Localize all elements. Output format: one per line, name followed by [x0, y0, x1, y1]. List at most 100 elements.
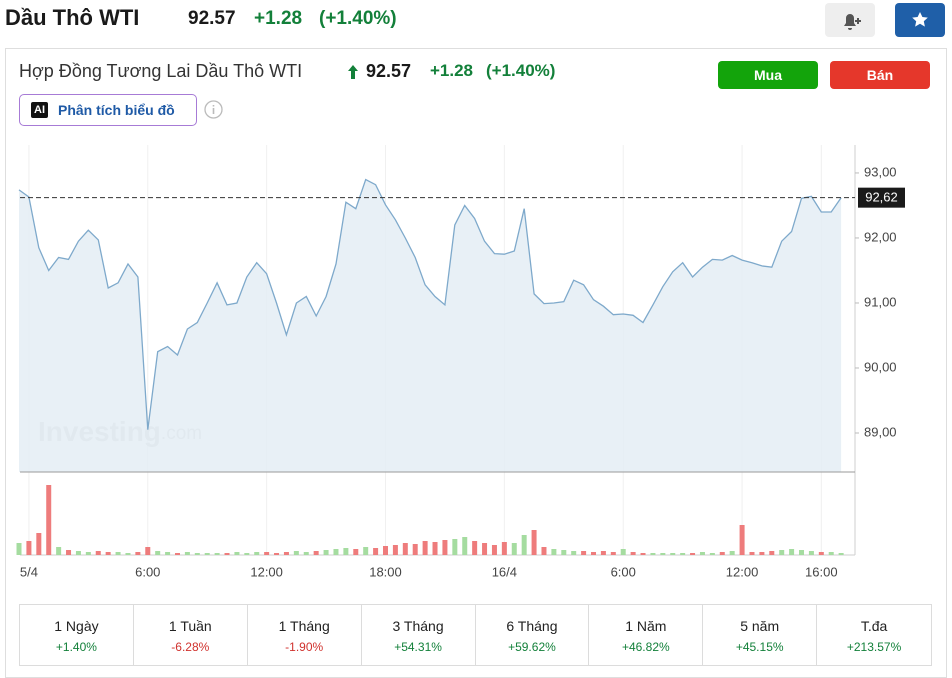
volume-bar [16, 543, 22, 555]
performance-cell[interactable]: T.đa +213.57% [817, 605, 931, 665]
performance-cell[interactable]: 1 Tháng -1.90% [248, 605, 362, 665]
volume-bar [174, 553, 180, 555]
contract-name: Hợp Đồng Tương Lai Dầu Thô WTI [19, 61, 303, 81]
performance-table: 1 Ngày +1.40% 1 Tuần -6.28% 1 Tháng -1.90% 3 T… [19, 604, 932, 666]
volume-bar [264, 552, 270, 555]
star-icon [912, 12, 928, 27]
contract-price: 92.57 [366, 61, 412, 81]
sell-button[interactable]: Bán [830, 61, 930, 89]
performance-cell[interactable]: 6 Tháng +59.62% [476, 605, 590, 665]
volume-bar [145, 547, 151, 555]
volume-bar [591, 552, 597, 555]
volume-bar [165, 552, 171, 555]
performance-period: 1 Năm [625, 618, 667, 634]
volume-bar [680, 553, 686, 555]
bell-icon [844, 14, 861, 30]
volume-bar [452, 539, 458, 555]
volume-bar [125, 553, 131, 555]
volume-bar [779, 550, 785, 555]
volume-bar [610, 552, 616, 555]
performance-cell[interactable]: 5 năm +45.15% [703, 605, 818, 665]
volume-bar [412, 544, 418, 555]
volume-bar [353, 549, 359, 555]
performance-change: +54.31% [394, 640, 442, 654]
volume-bar [442, 540, 448, 555]
performance-change: -6.28% [171, 640, 210, 654]
volume-bar [690, 553, 696, 555]
volume-bar [36, 533, 42, 555]
volume-bar [214, 553, 220, 555]
performance-period: 1 Tuần [168, 618, 212, 634]
volume-bar [808, 551, 814, 555]
volume-bar [184, 552, 190, 555]
volume-bar [789, 549, 795, 555]
x-tick-label: 12:00 [250, 564, 283, 579]
volume-bar [828, 552, 834, 555]
volume-bar [571, 551, 577, 555]
header-price: 92.57 [188, 8, 236, 29]
ai-analysis-button[interactable]: AI Phân tích biểu đồ [19, 94, 197, 126]
volume-bar [818, 552, 824, 555]
performance-period: 3 Tháng [392, 618, 444, 634]
contract-change-pct: (+1.40%) [486, 61, 556, 80]
volume-bar [105, 552, 111, 555]
header-change-pct: (+1.40%) [319, 8, 397, 29]
volume-bar [600, 551, 606, 555]
volume-bar [293, 551, 299, 555]
volume-bar [323, 550, 329, 555]
volume-bar [749, 552, 755, 555]
volume-bar [115, 552, 121, 555]
volume-bar [491, 545, 497, 555]
volume-bar [313, 551, 319, 555]
performance-cell[interactable]: 3 Tháng +54.31% [362, 605, 476, 665]
contract-change: +1.28 [430, 61, 474, 80]
x-tick-label: 12:00 [726, 564, 759, 579]
buy-button[interactable]: Mua [718, 61, 818, 89]
performance-change: -1.90% [285, 640, 324, 654]
volume-bar [422, 541, 428, 555]
y-tick-label: 93,00 [864, 164, 897, 179]
volume-bar [551, 549, 557, 555]
volume-bar [224, 553, 230, 555]
performance-period: T.đa [860, 618, 888, 634]
up-arrow [348, 65, 358, 79]
performance-period: 5 năm [740, 618, 780, 634]
watchlist-button[interactable] [895, 3, 945, 37]
performance-cell[interactable]: 1 Tuần -6.28% [134, 605, 248, 665]
volume-bar [650, 553, 656, 555]
instrument-title: Dầu Thô WTI [5, 5, 140, 30]
y-tick-label: 90,00 [864, 359, 897, 374]
volume-bar [85, 552, 91, 555]
volume-bar [511, 543, 517, 555]
volume-bar [769, 551, 775, 555]
ai-analysis-label: Phân tích biểu đồ [58, 102, 175, 118]
volume-bar [234, 552, 240, 555]
info-icon[interactable] [204, 100, 223, 119]
x-tick-label: 5/4 [20, 564, 38, 579]
performance-change: +45.15% [735, 640, 784, 654]
volume-bar [581, 551, 587, 555]
performance-cell[interactable]: 1 Năm +46.82% [589, 605, 704, 665]
performance-change: +1.40% [55, 640, 97, 654]
volume-bar [472, 541, 478, 555]
volume-bar [46, 485, 52, 555]
volume-bar [204, 553, 210, 555]
volume-bar [254, 552, 260, 555]
x-tick-label: 6:00 [611, 564, 636, 579]
volume-bar [462, 537, 468, 555]
price-chart: 5/46:0012:0018:0016/46:0012:0016:00Inves… [16, 145, 905, 579]
volume-bar [729, 551, 735, 555]
volume-bar [66, 550, 72, 555]
performance-change: +46.82% [621, 640, 670, 654]
volume-bar [303, 552, 309, 555]
alert-button[interactable] [825, 3, 875, 37]
volume-bar [719, 552, 725, 555]
performance-cell[interactable]: 1 Ngày +1.40% [20, 605, 134, 665]
volume-bar [343, 548, 349, 555]
volume-bar [432, 542, 438, 555]
volume-bar [709, 553, 715, 555]
y-tick-label: 89,00 [864, 424, 897, 439]
volume-bar [699, 552, 705, 555]
